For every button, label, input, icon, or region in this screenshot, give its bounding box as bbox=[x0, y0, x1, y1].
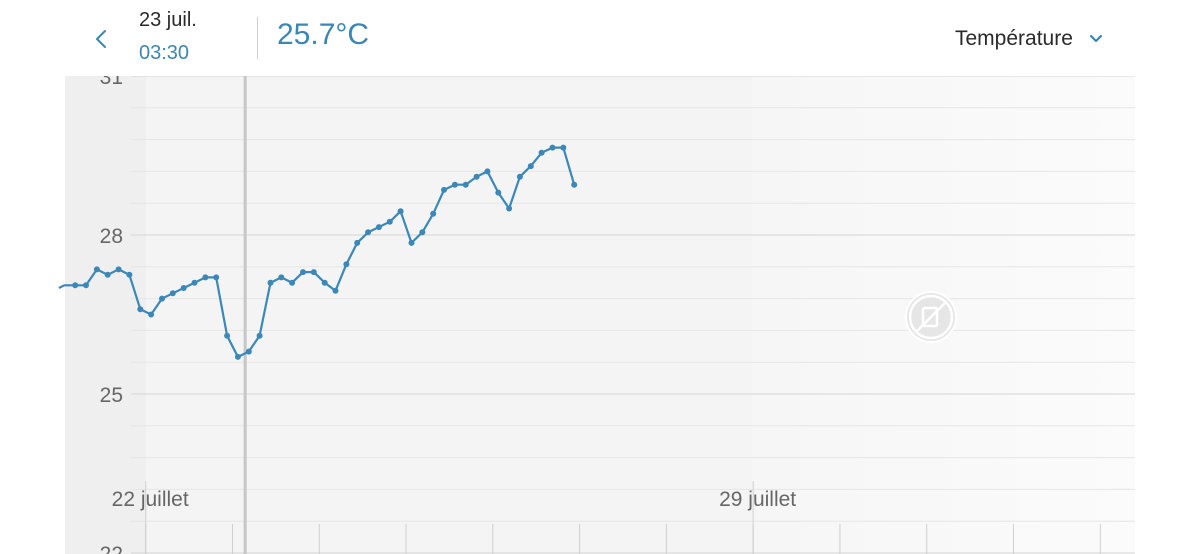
data-point bbox=[300, 269, 306, 276]
data-point bbox=[115, 266, 122, 273]
selected-date: 23 juil. bbox=[139, 9, 197, 31]
data-point bbox=[256, 332, 263, 339]
chevron-down-icon bbox=[1089, 34, 1102, 43]
temperature-chart[interactable]: 31 28 25 22 22 juillet 29 juillet bbox=[0, 76, 1200, 554]
data-point bbox=[310, 269, 317, 276]
data-point bbox=[343, 261, 350, 268]
data-point bbox=[397, 208, 404, 215]
data-point bbox=[549, 144, 556, 151]
y-tick-label: 28 bbox=[100, 225, 123, 248]
header-divider bbox=[257, 17, 258, 59]
data-point bbox=[430, 210, 437, 217]
data-point bbox=[148, 311, 155, 318]
data-point bbox=[451, 181, 458, 188]
chart-margin-band bbox=[65, 76, 146, 554]
data-point bbox=[126, 271, 133, 278]
metric-dropdown[interactable]: Température bbox=[955, 22, 1105, 56]
data-point bbox=[354, 239, 361, 246]
data-point bbox=[278, 274, 285, 281]
data-point bbox=[506, 205, 513, 212]
metric-label: Température bbox=[955, 27, 1073, 50]
y-axis-labels: 31 28 25 22 bbox=[100, 76, 123, 554]
data-point bbox=[495, 189, 502, 196]
data-point bbox=[83, 282, 89, 289]
temperature-reading: 25.7°C bbox=[277, 18, 370, 51]
data-point bbox=[571, 181, 578, 188]
data-point bbox=[104, 271, 111, 278]
data-point bbox=[527, 163, 534, 170]
data-point bbox=[169, 290, 176, 297]
data-point bbox=[159, 295, 165, 302]
data-point bbox=[538, 149, 545, 156]
x-axis-labels: 22 juillet 29 juillet bbox=[112, 481, 796, 554]
data-point bbox=[93, 266, 100, 273]
data-point bbox=[473, 173, 480, 180]
data-point bbox=[462, 181, 469, 188]
y-tick-label: 22 bbox=[100, 543, 123, 554]
y-tick-label: 31 bbox=[100, 76, 123, 89]
selected-time: 03:30 bbox=[139, 42, 190, 64]
no-data-icon bbox=[905, 291, 957, 343]
data-point bbox=[267, 279, 274, 286]
data-point bbox=[224, 332, 231, 339]
y-tick-label: 25 bbox=[100, 384, 123, 407]
grid bbox=[131, 76, 1135, 554]
data-point bbox=[213, 274, 220, 281]
data-point bbox=[191, 279, 198, 286]
data-point bbox=[245, 348, 252, 355]
data-point bbox=[332, 287, 339, 294]
data-points bbox=[72, 144, 578, 360]
data-point bbox=[202, 274, 209, 281]
data-point bbox=[419, 229, 426, 236]
data-point bbox=[180, 285, 187, 291]
data-point bbox=[441, 186, 447, 193]
data-point bbox=[137, 306, 144, 313]
data-point bbox=[516, 173, 523, 180]
data-point bbox=[484, 168, 491, 175]
data-point bbox=[560, 144, 567, 151]
data-point bbox=[408, 239, 415, 246]
header: 23 juil. 03:30 25.7°C Température bbox=[0, 0, 1200, 76]
data-point bbox=[234, 353, 241, 360]
data-point bbox=[386, 218, 393, 225]
data-point bbox=[321, 279, 328, 286]
chevron-left-icon bbox=[96, 30, 106, 48]
data-point bbox=[72, 282, 79, 289]
back-button[interactable] bbox=[88, 22, 116, 56]
data-point bbox=[289, 279, 296, 286]
x-tick-label: 22 juillet bbox=[112, 488, 189, 511]
data-point bbox=[375, 224, 382, 231]
x-tick-label: 29 juillet bbox=[719, 488, 796, 511]
data-point bbox=[365, 229, 372, 236]
